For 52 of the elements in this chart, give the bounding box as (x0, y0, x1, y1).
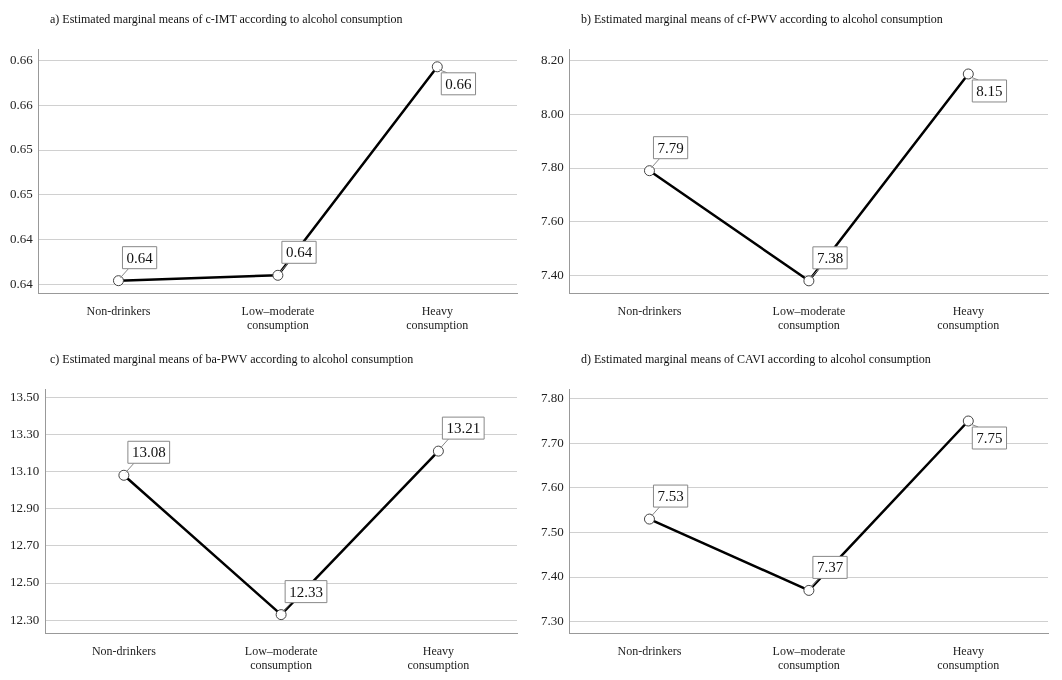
y-tick-label: 13.50 (10, 388, 40, 404)
y-tick-label: 12.50 (10, 574, 40, 590)
chart-title: b) Estimated marginal means of cf-PWV according to alcohol consumption (580, 11, 944, 28)
x-tick-label: Heavy consumption (407, 643, 470, 672)
y-tick-label: 7.30 (541, 613, 564, 629)
y-tick-label: 0.66 (10, 51, 34, 67)
data-label: 7.79 (657, 139, 684, 156)
data-label: 12.33 (289, 583, 323, 600)
y-tick-label: 12.90 (10, 500, 40, 516)
x-tick-label: Non-drinkers (91, 643, 157, 658)
data-label: 7.37 (816, 559, 844, 576)
y-tick-label: 7.80 (541, 159, 564, 175)
x-tick-label: Heavy consumption (406, 303, 469, 332)
data-label: 7.38 (816, 249, 844, 266)
data-label: 0.66 (445, 75, 473, 92)
x-tick-label: Low–moderate consumption (772, 303, 846, 332)
x-tick-label: Non-drinkers (617, 643, 682, 658)
y-tick-label: 7.80 (541, 390, 564, 406)
data-label: 0.64 (285, 244, 313, 261)
y-tick-label: 13.10 (10, 462, 40, 478)
data-label: 8.15 (976, 82, 1003, 99)
y-tick-label: 0.66 (10, 96, 34, 112)
data-label: 0.64 (126, 249, 154, 266)
chart-title: a) Estimated marginal means of c-IMT according to alcohol consumption (49, 11, 404, 28)
chart-title: c) Estimated marginal means of ba-PWV according to alcohol consumption (49, 351, 415, 368)
y-tick-label: 12.30 (10, 611, 40, 627)
y-tick-label: 0.65 (10, 141, 33, 157)
y-tick-label: 13.30 (10, 425, 40, 441)
x-tick-label: Heavy consumption (937, 303, 1000, 332)
x-tick-label: Heavy consumption (937, 643, 1000, 672)
x-tick-label: Low–moderate consumption (241, 303, 315, 332)
y-tick-label: 7.70 (541, 434, 564, 450)
x-tick-label: Low–moderate consumption (772, 643, 846, 672)
data-label: 13.21 (446, 420, 481, 437)
x-tick-label: Non-drinkers (617, 303, 682, 318)
x-tick-label: Non-drinkers (86, 303, 151, 318)
y-tick-label: 12.70 (10, 537, 40, 553)
y-tick-label: 0.64 (10, 230, 34, 246)
data-label: 7.75 (976, 429, 1003, 446)
y-tick-label: 7.40 (541, 568, 564, 584)
y-tick-label: 7.60 (541, 479, 564, 495)
data-label: 7.53 (657, 488, 684, 505)
y-tick-label: 0.65 (10, 186, 33, 202)
y-tick-label: 7.40 (541, 266, 564, 282)
chart-title: d) Estimated marginal means of CAVI according to alcohol consumption (580, 351, 932, 368)
y-tick-label: 8.20 (541, 51, 564, 67)
x-tick-label: Low–moderate consumption (244, 643, 318, 672)
y-tick-label: 7.60 (541, 213, 564, 229)
data-label: 13.08 (131, 444, 166, 461)
y-tick-label: 8.00 (541, 105, 564, 121)
y-tick-label: 0.64 (10, 275, 34, 291)
y-tick-label: 7.50 (541, 523, 564, 539)
